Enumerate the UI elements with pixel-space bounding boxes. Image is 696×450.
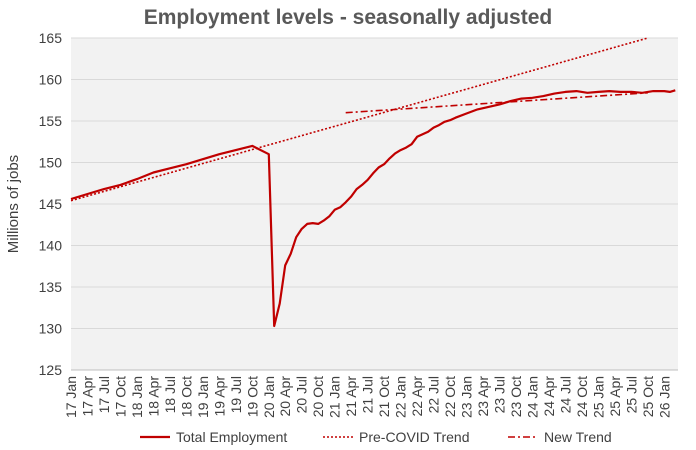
x-tick-label: 23 Jul bbox=[491, 376, 507, 413]
legend: Total Employment Pre-COVID Trend New Trend bbox=[140, 429, 612, 445]
series-lines bbox=[70, 37, 676, 328]
x-tick-label: 20 Jan bbox=[261, 376, 277, 418]
x-tick-label: 21 Jan bbox=[327, 376, 343, 418]
y-tick-label: 155 bbox=[39, 113, 63, 129]
x-tick-label: 24 Apr bbox=[541, 376, 557, 417]
legend-label: Pre-COVID Trend bbox=[359, 429, 469, 445]
x-tick-label: 18 Oct bbox=[178, 376, 194, 417]
x-tick-label: 22 Jan bbox=[393, 376, 409, 418]
x-axis-ticks: 17 Jan 17 Apr 17 Jul 17 Oct 18 Jan 18 Apr 18 J… bbox=[63, 376, 672, 418]
x-tick-label: 24 Oct bbox=[574, 376, 590, 417]
x-tick-label: 26 Jan bbox=[656, 376, 672, 418]
x-tick-label: 19 Jan bbox=[195, 376, 211, 418]
y-tick-label: 140 bbox=[39, 238, 63, 254]
series-line-new-trend bbox=[345, 92, 648, 114]
x-tick-label: 24 Jan bbox=[524, 376, 540, 418]
y-tick-label: 145 bbox=[39, 196, 63, 212]
x-tick-label: 17 Jan bbox=[63, 376, 79, 418]
y-tick-label: 165 bbox=[39, 30, 63, 46]
x-tick-label: 22 Oct bbox=[442, 376, 458, 417]
x-tick-label: 19 Apr bbox=[211, 376, 227, 417]
x-tick-label: 20 Jul bbox=[294, 376, 310, 413]
x-tick-label: 18 Jan bbox=[129, 376, 145, 418]
y-tick-label: 160 bbox=[39, 72, 63, 88]
gridlines bbox=[71, 37, 678, 371]
x-tick-label: 17 Apr bbox=[79, 376, 95, 417]
x-tick-label: 25 Jan bbox=[590, 376, 606, 418]
x-tick-label: 17 Oct bbox=[112, 376, 128, 417]
x-tick-label: 18 Jul bbox=[162, 376, 178, 413]
x-tick-label: 23 Apr bbox=[475, 376, 491, 417]
x-tick-label: 25 Oct bbox=[640, 376, 656, 417]
x-tick-label: 24 Jul bbox=[557, 376, 573, 413]
x-tick-label: 21 Apr bbox=[343, 376, 359, 417]
x-tick-label: 22 Jul bbox=[426, 376, 442, 413]
x-tick-label: 17 Jul bbox=[96, 376, 112, 413]
legend-label: New Trend bbox=[544, 429, 612, 445]
x-tick-label: 22 Apr bbox=[409, 376, 425, 417]
y-tick-label: 125 bbox=[39, 362, 63, 378]
y-tick-label: 150 bbox=[39, 155, 63, 171]
series-line-total-employment bbox=[70, 89, 676, 328]
y-tick-label: 130 bbox=[39, 321, 63, 337]
y-axis-ticks: 125 130 135 140 145 150 155 160 165 bbox=[39, 30, 63, 378]
x-tick-label: 19 Oct bbox=[244, 376, 260, 417]
x-tick-label: 21 Jul bbox=[360, 376, 376, 413]
x-tick-label: 18 Apr bbox=[145, 376, 161, 417]
x-tick-label: 25 Jul bbox=[623, 376, 639, 413]
x-tick-label: 23 Jan bbox=[459, 376, 475, 418]
x-tick-label: 23 Oct bbox=[508, 376, 524, 417]
x-tick-label: 20 Apr bbox=[277, 376, 293, 417]
x-tick-label: 21 Oct bbox=[376, 376, 392, 417]
chart-title: Employment levels - seasonally adjusted bbox=[144, 6, 553, 29]
x-tick-label: 25 Apr bbox=[607, 376, 623, 417]
x-tick-label: 19 Jul bbox=[228, 376, 244, 413]
legend-label: Total Employment bbox=[176, 429, 287, 445]
y-tick-label: 135 bbox=[39, 279, 63, 295]
x-tick-label: 20 Oct bbox=[310, 376, 326, 417]
y-axis-label: Millions of jobs bbox=[5, 155, 22, 253]
